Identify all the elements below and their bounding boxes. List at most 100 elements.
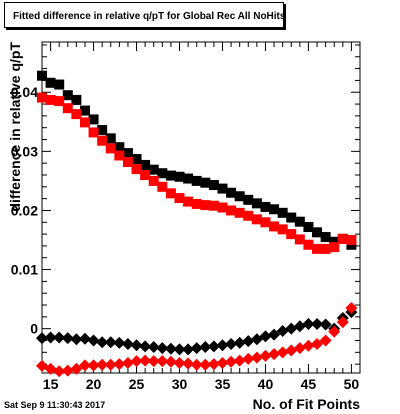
x-tick-label: 35 <box>215 376 231 392</box>
data-point-diamond <box>225 338 238 351</box>
data-point-diamond <box>190 358 203 371</box>
x-tick-label: 15 <box>43 376 59 392</box>
data-point-square <box>148 164 159 175</box>
data-point-square <box>114 150 125 161</box>
chart-title: Fitted difference in relative q/pT for G… <box>13 11 286 22</box>
data-point-square <box>157 168 168 179</box>
data-point-diamond <box>190 342 203 355</box>
data-point-diamond <box>147 355 160 368</box>
data-point-diamond <box>285 344 298 357</box>
data-point-square <box>54 79 65 90</box>
data-point-square <box>37 70 47 81</box>
data-point-diamond <box>293 342 306 355</box>
data-point-square <box>131 154 142 165</box>
data-marks <box>36 70 358 378</box>
data-point-diamond <box>113 336 126 349</box>
data-point-square <box>97 135 108 146</box>
data-point-diamond <box>285 322 298 335</box>
data-point-diamond <box>104 336 117 349</box>
y-tick-label: 0.01 <box>11 262 38 278</box>
data-point-diamond <box>216 356 229 369</box>
data-point-square <box>234 191 245 202</box>
data-point-diamond <box>121 338 134 351</box>
y-tick-label: 0.02 <box>11 202 38 218</box>
data-point-square <box>79 117 90 128</box>
data-point-diamond <box>156 355 169 368</box>
data-point-square <box>200 177 211 188</box>
y-axis-label: difference in relative q/pT <box>7 42 23 212</box>
data-point-square <box>312 227 323 238</box>
data-point-diamond <box>53 331 66 344</box>
data-point-square <box>277 207 288 218</box>
data-point-diamond <box>164 342 177 355</box>
x-tick-label: 25 <box>129 376 145 392</box>
data-point-square <box>217 183 228 194</box>
data-point-square <box>269 221 280 232</box>
data-point-square <box>97 125 108 136</box>
data-point-square <box>260 201 271 212</box>
data-point-square <box>62 103 73 114</box>
data-point-square <box>251 214 262 225</box>
data-point-square <box>303 222 314 233</box>
data-point-diamond <box>225 355 238 368</box>
data-point-square <box>140 159 151 170</box>
data-point-diamond <box>233 354 246 367</box>
data-point-square <box>337 233 348 244</box>
data-point-diamond <box>268 328 281 341</box>
data-point-square <box>165 188 176 199</box>
data-point-diamond <box>311 338 324 351</box>
data-point-square <box>183 196 194 207</box>
data-point-square <box>45 94 56 105</box>
x-tick-label: 45 <box>301 376 317 392</box>
data-point-diamond <box>276 325 289 338</box>
x-tick-label: 20 <box>86 376 102 392</box>
data-point-diamond <box>276 346 289 359</box>
data-point-square <box>122 156 133 167</box>
data-point-diamond <box>96 358 109 371</box>
data-point-square <box>122 148 133 159</box>
data-point-diamond <box>44 331 57 344</box>
data-point-square <box>286 229 297 240</box>
data-point-diamond <box>87 334 100 347</box>
data-point-square <box>79 105 90 116</box>
data-point-diamond <box>302 339 315 352</box>
plot-frame <box>41 41 361 374</box>
data-point-diamond <box>53 365 66 378</box>
data-point-square <box>157 181 168 192</box>
data-point-square <box>191 175 202 186</box>
data-point-diamond <box>164 355 177 368</box>
data-point-square <box>148 175 159 186</box>
data-point-diamond <box>70 333 83 346</box>
data-point-square <box>191 198 202 209</box>
data-point-square <box>243 210 254 221</box>
data-point-diamond <box>173 356 186 369</box>
data-point-square <box>294 216 305 227</box>
data-point-diamond <box>130 339 143 352</box>
data-point-diamond <box>293 320 306 333</box>
data-point-diamond <box>173 343 186 356</box>
data-point-square <box>174 193 185 204</box>
data-point-square <box>37 92 47 103</box>
data-point-diamond <box>61 364 74 377</box>
data-point-diamond <box>156 342 169 355</box>
x-tick-label: 40 <box>258 376 274 392</box>
data-point-diamond <box>199 358 212 371</box>
data-point-diamond <box>139 354 152 367</box>
data-point-diamond <box>345 301 358 314</box>
data-point-diamond <box>250 351 263 364</box>
data-point-square <box>54 96 65 107</box>
data-point-diamond <box>328 325 341 338</box>
data-point-diamond <box>130 355 143 368</box>
data-point-diamond <box>70 362 83 375</box>
data-point-diamond <box>259 349 272 362</box>
data-point-diamond <box>336 316 349 329</box>
data-point-square <box>217 202 228 213</box>
data-point-diamond <box>233 336 246 349</box>
x-tick-label: 50 <box>344 376 360 392</box>
data-point-diamond <box>113 358 126 371</box>
data-point-diamond <box>242 335 255 348</box>
x-tick-label: 30 <box>172 376 188 392</box>
data-point-diamond <box>259 330 272 343</box>
data-point-diamond <box>104 358 117 371</box>
data-point-square <box>131 164 142 175</box>
